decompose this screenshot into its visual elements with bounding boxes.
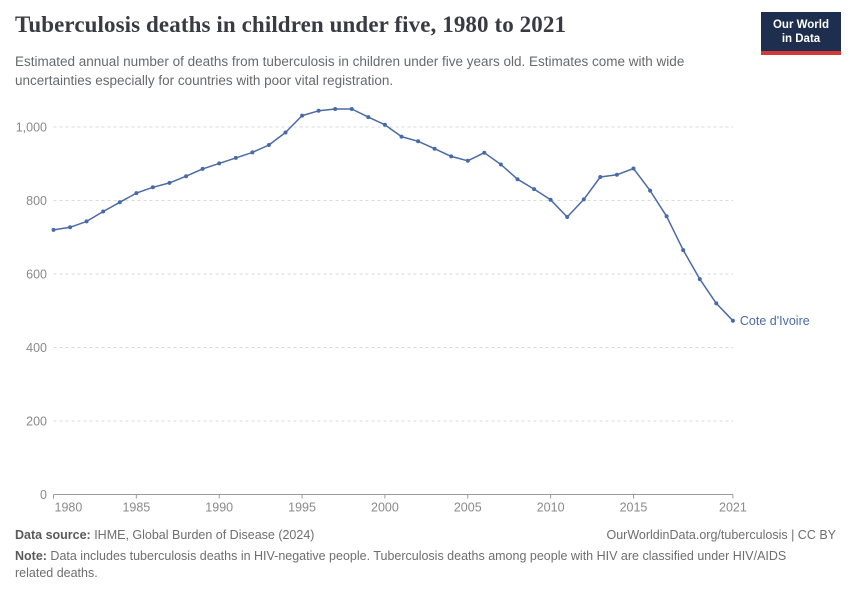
data-point [482, 150, 487, 155]
x-axis-tick-label: 2000 [371, 501, 399, 515]
x-axis-tick-label: 2015 [620, 501, 648, 515]
x-axis-tick-label: 2021 [719, 501, 747, 515]
data-point [416, 139, 421, 144]
owid-logo: Our World in Data [761, 12, 841, 55]
x-axis-tick-label: 2010 [537, 501, 565, 515]
data-point [399, 134, 404, 139]
data-point [349, 107, 354, 111]
data-point [730, 318, 735, 323]
data-point [382, 122, 387, 127]
x-axis-tick-label: 1985 [122, 501, 150, 515]
x-axis-tick-label: 2005 [454, 501, 482, 515]
data-point [598, 175, 603, 179]
data-point [68, 225, 73, 230]
y-axis-tick-label: 0 [40, 488, 47, 502]
data-point [581, 197, 586, 202]
footer-note: Note: Data includes tuberculosis deaths … [15, 548, 807, 582]
data-point [300, 113, 305, 118]
data-point [648, 188, 653, 193]
data-point [515, 177, 520, 182]
data-point [714, 301, 719, 306]
page-subtitle: Estimated annual number of deaths from t… [15, 54, 685, 88]
data-point [465, 158, 470, 163]
y-axis-tick-label: 400 [26, 341, 47, 355]
data-point [432, 146, 437, 151]
footer-license-link[interactable]: OurWorldinData.org/tuberculosis | CC BY [606, 528, 837, 542]
data-point [631, 166, 636, 171]
footer-note-text: Data includes tuberculosis deaths in HIV… [15, 549, 787, 580]
data-point [184, 174, 189, 179]
data-line [52, 108, 734, 322]
data-point [233, 155, 238, 160]
chart-footer: Data source: IHME, Global Burden of Dise… [15, 528, 836, 582]
data-point [333, 107, 338, 111]
data-point [681, 248, 686, 253]
x-axis-tick-label: 1980 [55, 501, 83, 515]
data-source: Data source: IHME, Global Burden of Dise… [15, 528, 314, 542]
owid-logo-line2: in Data [781, 33, 821, 45]
data-point [250, 150, 255, 155]
y-axis-tick-label: 200 [26, 414, 47, 428]
data-point [101, 209, 106, 214]
data-point [84, 219, 89, 224]
data-point [167, 180, 172, 185]
y-axis-tick-label: 600 [26, 267, 47, 281]
data-point [532, 187, 537, 192]
data-source-text: IHME, Global Burden of Disease (2024) [90, 528, 315, 542]
data-point [697, 277, 702, 282]
data-point [498, 162, 503, 167]
data-point [200, 166, 205, 171]
data-point [664, 214, 669, 219]
data-point [548, 197, 553, 202]
y-axis-tick-label: 800 [26, 194, 47, 208]
data-point [266, 143, 271, 147]
y-axis-tick-label: 1,000 [16, 120, 47, 134]
x-axis-tick-label: 1995 [288, 501, 316, 515]
owid-logo-line1: Our World [772, 19, 829, 31]
x-axis-tick-label: 1990 [205, 501, 233, 515]
data-source-label: Data source: [15, 528, 91, 542]
data-point [134, 191, 139, 196]
data-point [565, 215, 570, 219]
data-point [614, 172, 619, 177]
data-point [51, 227, 56, 232]
page-title: Tuberculosis deaths in children under fi… [15, 12, 567, 37]
series-end-label: Cote d'Ivoire [740, 314, 810, 328]
data-point [117, 200, 122, 205]
data-point [283, 130, 288, 135]
data-point [150, 185, 155, 190]
data-point [217, 161, 222, 166]
footer-note-label: Note: [15, 549, 47, 563]
data-point [366, 115, 371, 120]
data-point [316, 108, 321, 113]
data-point [449, 154, 454, 159]
